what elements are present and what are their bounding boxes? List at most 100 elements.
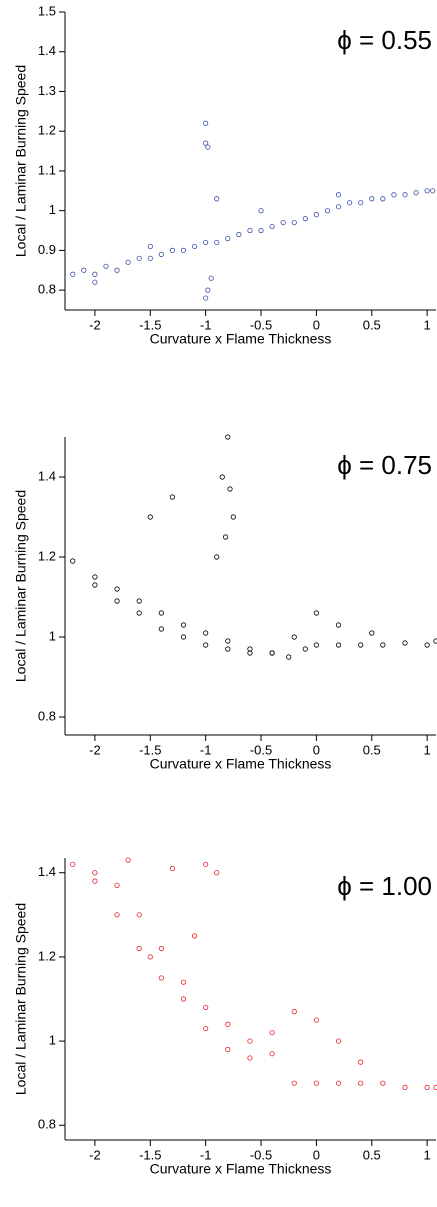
point xyxy=(324,208,331,214)
point xyxy=(205,287,211,293)
point xyxy=(92,271,98,277)
point xyxy=(214,196,220,202)
point xyxy=(219,474,225,480)
point xyxy=(92,582,98,588)
point xyxy=(92,574,98,580)
point xyxy=(313,642,319,648)
y-tick-label: 1.2 xyxy=(38,948,56,963)
point xyxy=(136,610,142,616)
point xyxy=(169,247,176,253)
point xyxy=(302,216,308,222)
point xyxy=(81,267,87,273)
point xyxy=(169,494,176,500)
point xyxy=(302,646,308,652)
point xyxy=(335,204,342,210)
point xyxy=(147,514,153,520)
point xyxy=(114,267,120,273)
x-axis-label: Curvature x Flame Thickness xyxy=(150,756,332,772)
point xyxy=(191,933,198,939)
x-tick-label: -2 xyxy=(89,742,101,757)
point xyxy=(291,634,297,640)
y-tick-label: 1.4 xyxy=(38,468,56,483)
point xyxy=(147,954,153,960)
point xyxy=(180,996,187,1002)
point xyxy=(114,598,120,604)
point xyxy=(424,1084,430,1090)
point xyxy=(335,642,342,648)
point xyxy=(269,650,275,656)
x-tick-label: 0.5 xyxy=(363,317,381,332)
x-tick-label: -1 xyxy=(200,317,212,332)
x-tick-label: -1 xyxy=(200,742,212,757)
point xyxy=(313,212,319,218)
y-tick-label: 0.8 xyxy=(38,1117,56,1132)
y-axis-label: Local / Laminar Burning Speed xyxy=(13,490,29,682)
x-tick-label: 0 xyxy=(313,742,320,757)
point xyxy=(158,610,164,616)
point xyxy=(413,190,419,196)
point xyxy=(225,235,231,242)
x-tick-label: -0.5 xyxy=(250,1147,272,1162)
point xyxy=(136,912,142,918)
point xyxy=(214,870,220,876)
point xyxy=(114,586,120,592)
point xyxy=(147,243,153,250)
point xyxy=(222,534,229,540)
point xyxy=(430,188,436,194)
point xyxy=(258,208,264,214)
point xyxy=(286,654,292,660)
point xyxy=(103,263,109,269)
point xyxy=(114,912,120,918)
point xyxy=(92,878,98,884)
point xyxy=(335,192,342,198)
point xyxy=(358,200,364,206)
x-tick-label: -1 xyxy=(200,1147,212,1162)
y-axis-label: Local / Laminar Burning Speed xyxy=(13,903,29,1095)
point xyxy=(369,196,375,202)
point xyxy=(291,1009,297,1015)
point xyxy=(247,227,253,234)
point xyxy=(402,192,408,198)
x-tick-label: 0.5 xyxy=(363,1147,381,1162)
x-tick-label: 1 xyxy=(424,1147,431,1162)
point xyxy=(424,188,430,194)
point xyxy=(70,861,76,867)
point xyxy=(205,144,211,150)
point xyxy=(114,882,120,888)
point xyxy=(358,1080,364,1086)
y-tick-label: 1.3 xyxy=(38,83,56,98)
point xyxy=(180,979,187,985)
point xyxy=(158,945,164,952)
y-tick-label: 1 xyxy=(49,628,56,643)
x-tick-label: 0 xyxy=(313,317,320,332)
y-tick-label: 0.8 xyxy=(38,282,56,297)
point xyxy=(347,200,353,206)
point xyxy=(225,1021,231,1027)
point xyxy=(313,1080,319,1086)
point xyxy=(269,223,275,230)
point xyxy=(369,630,375,636)
point xyxy=(230,514,236,520)
point xyxy=(358,1059,364,1065)
point xyxy=(169,865,176,872)
x-axis-label: Curvature x Flame Thickness xyxy=(150,1161,332,1177)
point xyxy=(70,558,76,564)
x-tick-label: -0.5 xyxy=(250,742,272,757)
point xyxy=(313,610,319,616)
point xyxy=(280,219,286,226)
point xyxy=(158,251,164,257)
point xyxy=(335,1038,342,1044)
point xyxy=(203,1004,209,1011)
y-tick-label: 1.5 xyxy=(38,3,56,18)
point xyxy=(269,1030,275,1036)
point xyxy=(203,239,209,246)
point xyxy=(191,243,198,250)
point xyxy=(125,857,131,863)
point xyxy=(247,646,253,652)
point xyxy=(158,626,164,632)
x-tick-label: -1.5 xyxy=(139,1147,161,1162)
point xyxy=(433,1084,437,1090)
y-tick-label: 1.4 xyxy=(38,43,56,58)
point xyxy=(380,642,386,648)
